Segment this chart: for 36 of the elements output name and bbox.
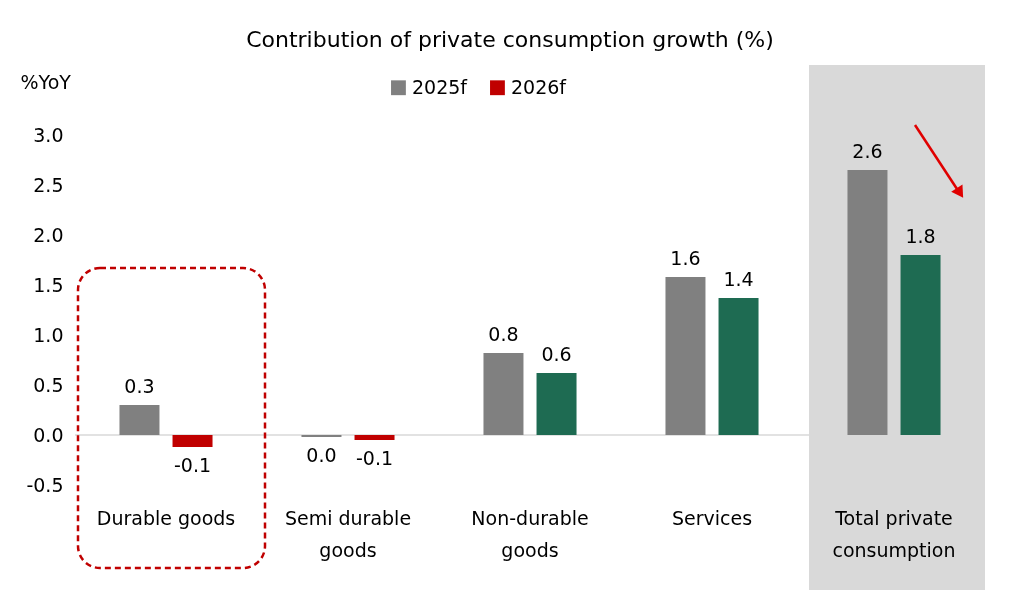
- data-label: 0.8: [488, 323, 519, 345]
- x-tick-label: Total private consumption: [832, 506, 956, 561]
- bar: [483, 353, 524, 435]
- bar: [172, 435, 213, 447]
- legend-label: 2026f: [510, 75, 568, 98]
- legend-label: 2025f: [411, 75, 469, 98]
- x-tick-label: Semi durable goods: [284, 506, 412, 561]
- data-label: -0.1: [173, 454, 212, 476]
- y-tick-label: 2.5: [33, 173, 64, 196]
- data-label: 1.4: [723, 268, 754, 290]
- data-label: 2.6: [852, 140, 883, 162]
- bar: [536, 373, 577, 435]
- data-label: -0.1: [355, 447, 394, 469]
- y-tick-label: 1.5: [33, 273, 64, 296]
- x-tick-label: Non-durable goods: [471, 506, 589, 561]
- y-tick-label: 0.5: [33, 373, 64, 396]
- y-tick-label: 3.0: [33, 123, 64, 146]
- bar: [718, 298, 759, 435]
- y-tick-label: 1.0: [33, 323, 64, 346]
- data-label: 1.8: [905, 225, 936, 247]
- bar: [119, 405, 160, 435]
- data-label: 1.6: [670, 247, 701, 269]
- chart-title: Contribution of private consumption growth (%): [246, 27, 774, 52]
- x-tick-label: Durable goods: [96, 506, 236, 529]
- bar: [354, 435, 395, 440]
- bar: [665, 277, 706, 435]
- y-axis-title: %YoY: [20, 70, 72, 93]
- data-label: 0.3: [124, 375, 155, 397]
- data-label: 0.0: [306, 444, 337, 466]
- data-label: 0.6: [541, 343, 572, 365]
- bar: [847, 170, 888, 435]
- y-tick-label: -0.5: [26, 473, 64, 496]
- bar: [900, 255, 941, 435]
- x-tick-label: Services: [671, 506, 753, 529]
- y-tick-label: 0.0: [33, 423, 64, 446]
- y-tick-label: 2.0: [33, 223, 64, 246]
